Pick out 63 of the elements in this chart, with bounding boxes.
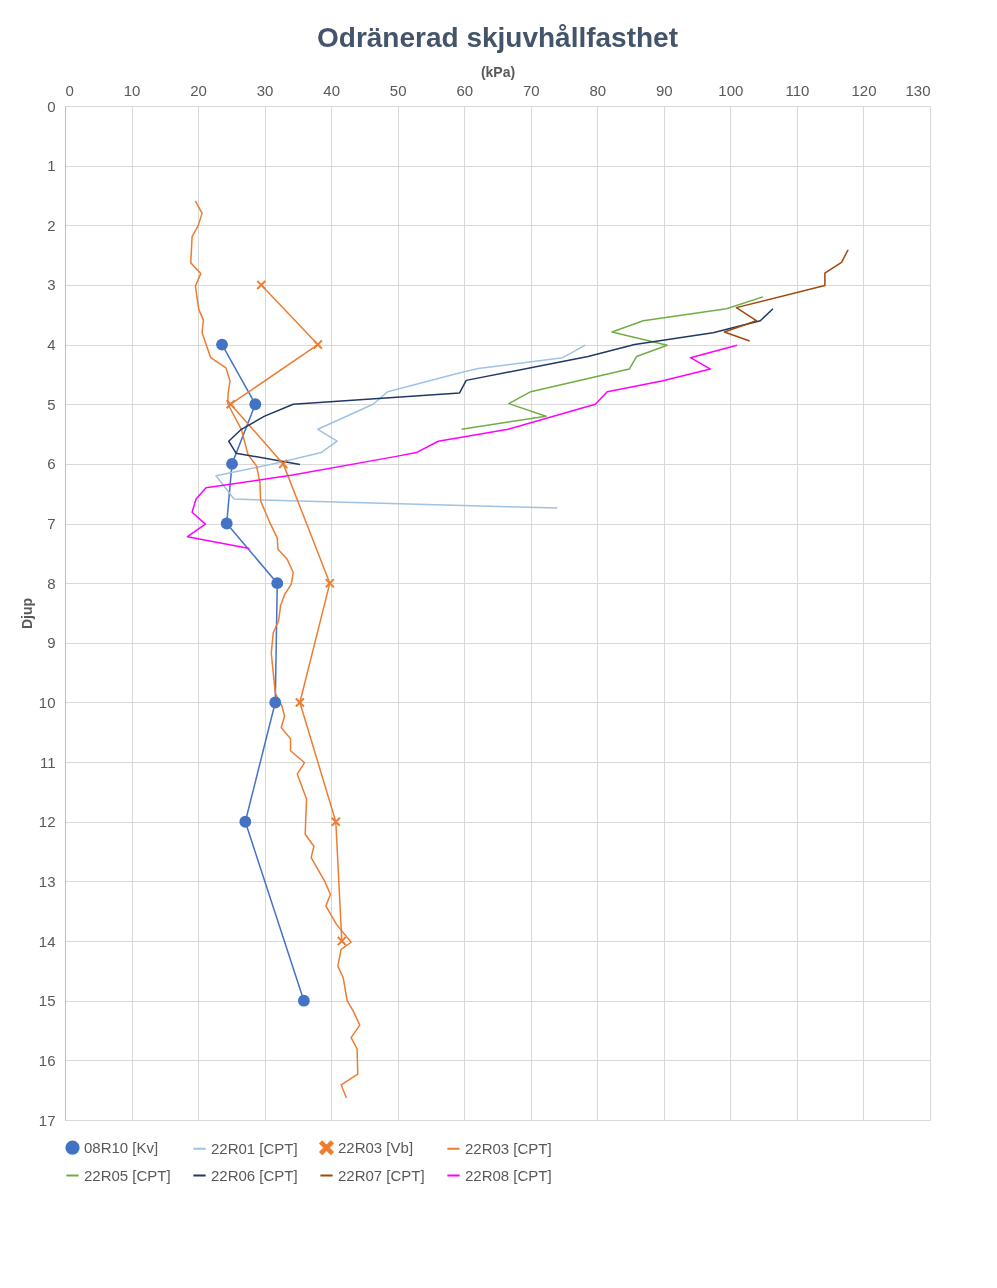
legend-label: 22R03 [CPT]	[465, 1139, 552, 1157]
x-tick-label: 20	[190, 81, 207, 99]
legend-label: 22R01 [CPT]	[211, 1139, 298, 1157]
line-series	[186, 344, 738, 550]
y-axis-title: Djup	[18, 597, 35, 630]
x-tick-label: 110	[785, 81, 810, 99]
x-tick-label: 10	[123, 81, 141, 99]
legend-label: 22R07 [CPT]	[338, 1166, 425, 1184]
x-tick-label: 80	[589, 81, 607, 99]
x-tick-label: 50	[389, 81, 407, 99]
line-series	[215, 344, 587, 509]
x-tick-label: 60	[456, 81, 474, 99]
line-series	[190, 200, 361, 1099]
chart-title: Odränerad skjuvhållfasthet	[316, 22, 679, 53]
x-tick-label: 120	[851, 81, 877, 99]
point	[226, 457, 238, 470]
point	[278, 459, 288, 469]
legend-label: 22R06 [CPT]	[211, 1166, 298, 1184]
y-tick-label: 9	[47, 634, 56, 652]
y-tick-label: 8	[47, 574, 56, 592]
legend-label: 22R08 [CPT]	[465, 1166, 552, 1184]
y-tick-label: 2	[47, 216, 56, 234]
x-tick-label: 70	[522, 81, 540, 99]
y-tick-label: 12	[38, 813, 56, 831]
y-tick-label: 17	[38, 1111, 56, 1129]
x-tick-label: 0	[65, 81, 74, 99]
y-tick-label: 4	[47, 336, 56, 354]
x-tick-label: 90	[656, 81, 673, 99]
y-tick-label: 5	[47, 395, 56, 413]
y-tick-label: 11	[39, 753, 56, 771]
point	[325, 578, 335, 588]
y-tick-label: 7	[47, 515, 56, 533]
point	[269, 696, 282, 709]
y-tick-label: 15	[38, 992, 56, 1010]
y-tick-label: 1	[47, 157, 56, 175]
line-series	[723, 249, 849, 342]
x-tick-label: 100	[718, 81, 744, 99]
point	[331, 817, 341, 827]
x-tick-label: 130	[905, 81, 931, 99]
point	[220, 517, 233, 530]
point	[249, 398, 262, 411]
line-series	[460, 296, 764, 431]
point	[271, 577, 284, 590]
y-tick-label: 14	[38, 932, 56, 950]
point	[337, 936, 347, 946]
legend-label: 22R05 [CPT]	[84, 1166, 171, 1184]
line-series	[227, 308, 774, 466]
point	[256, 280, 267, 290]
point	[295, 697, 305, 708]
x-tick-label: 40	[323, 81, 340, 99]
legend-label: 08R10 [Kv]	[84, 1138, 159, 1156]
point	[216, 338, 228, 351]
point	[297, 994, 310, 1007]
legend-label: 22R03 [Vb]	[338, 1138, 414, 1156]
y-tick-label: 0	[47, 97, 56, 115]
y-tick-label: 16	[38, 1051, 56, 1069]
y-tick-label: 3	[47, 276, 56, 294]
y-tick-label: 10	[38, 693, 56, 711]
point	[239, 815, 252, 828]
x-axis-title: (kPa)	[480, 63, 516, 80]
x-tick-label: 30	[256, 81, 274, 99]
y-tick-label: 13	[38, 872, 56, 890]
y-tick-label: 6	[47, 455, 56, 473]
